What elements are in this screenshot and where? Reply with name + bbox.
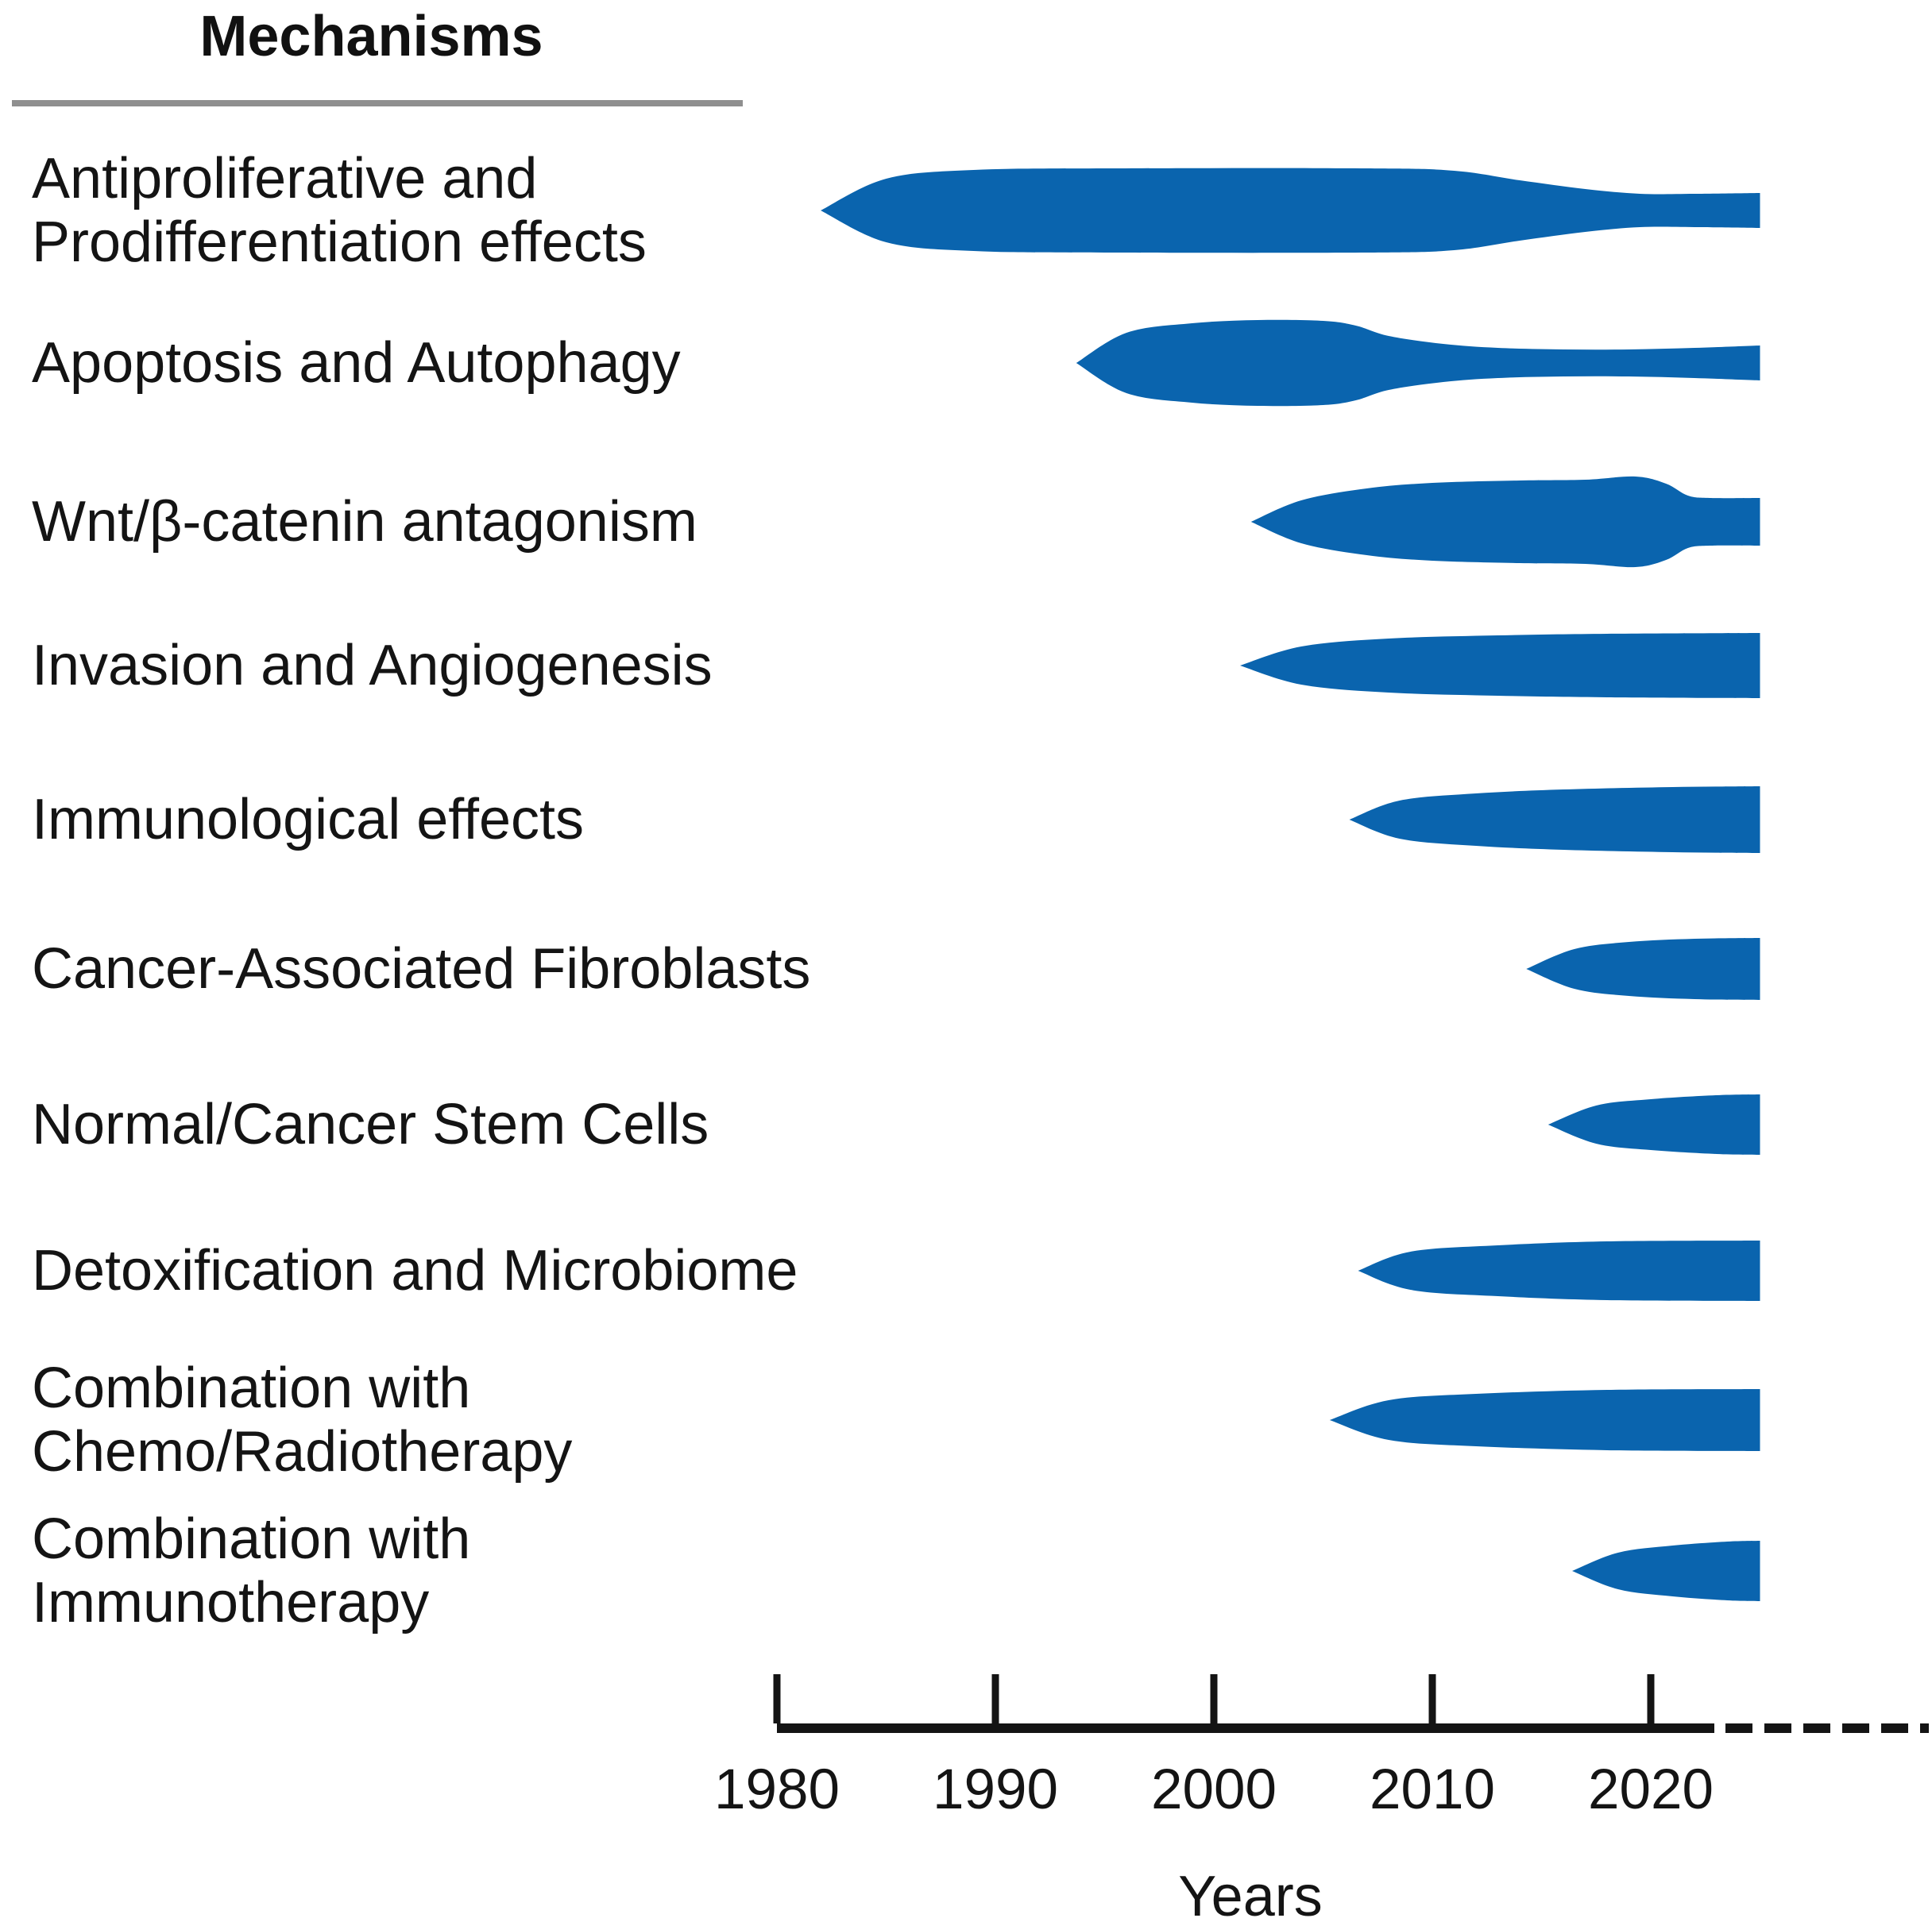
mechanism-label: Antiproliferative and Prodifferentiation…	[32, 147, 647, 274]
violin-shape	[1548, 1094, 1760, 1155]
mechanism-label: Combination with Immunotherapy	[32, 1507, 471, 1634]
mechanism-label: Immunological effects	[32, 788, 585, 851]
violin-shape	[1358, 1241, 1760, 1301]
x-axis-tick-label: 2020	[1588, 1758, 1714, 1821]
violin-shape	[821, 168, 1760, 253]
mechanism-label: Normal/Cancer Stem Cells	[32, 1093, 709, 1156]
x-axis-tick-label: 1990	[933, 1758, 1058, 1821]
mechanism-label: Wnt/β-catenin antagonism	[32, 490, 697, 554]
violin-shape	[1572, 1541, 1760, 1601]
violin-shape	[1526, 938, 1760, 1000]
mechanism-label: Combination with Chemo/Radiotherapy	[32, 1357, 573, 1484]
violin-shape	[1076, 319, 1760, 407]
violin-shape	[1250, 476, 1760, 568]
mechanism-label: Detoxification and Microbiome	[32, 1239, 798, 1303]
violin-shape	[1240, 633, 1760, 698]
header-divider-line	[12, 100, 743, 106]
x-axis-tick-label: 2000	[1151, 1758, 1277, 1821]
mechanism-label: Invasion and Angiogenesis	[32, 634, 713, 697]
mechanism-label: Cancer-Associated Fibroblasts	[32, 937, 811, 1001]
x-axis-tick-label: 2010	[1370, 1758, 1495, 1821]
mechanisms-column-header: Mechanisms	[199, 5, 543, 68]
violin-shape	[1329, 1389, 1760, 1451]
mechanism-label: Apoptosis and Autophagy	[32, 331, 681, 395]
violin-shape	[1349, 786, 1760, 853]
x-axis-title: Years	[1178, 1865, 1323, 1922]
x-axis-tick-label: 1980	[714, 1758, 840, 1821]
